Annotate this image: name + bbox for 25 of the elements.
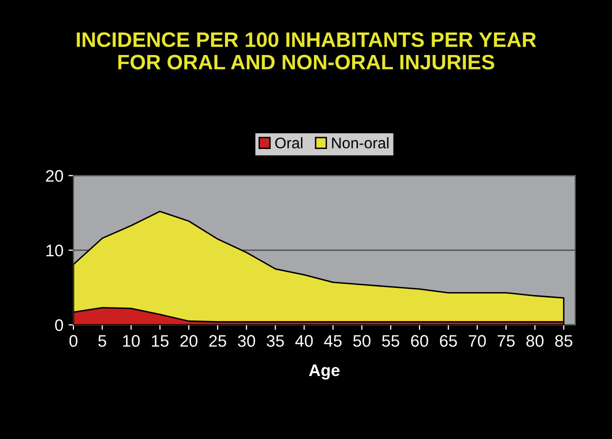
x-tick-label: 60 [411,335,428,347]
x-tick-label: 10 [123,335,140,347]
x-tick-label: 40 [295,335,313,347]
y-tick-label: 10 [46,244,64,256]
x-tick-label: 75 [498,335,515,347]
x-tick-label: 45 [324,335,342,347]
x-tick-label: 50 [353,335,370,347]
x-tick-label: 0 [69,335,78,347]
x-axis-title: Age [309,364,340,380]
x-tick-label: 70 [468,335,486,347]
legend-label: Oral [275,137,302,148]
x-tick-label: 80 [526,335,544,347]
y-tick-label: 0 [55,319,64,332]
x-tick-label: 65 [440,335,457,347]
x-tick-label: 30 [238,335,256,347]
x-tick-label: 35 [266,335,284,347]
x-tick-label: 55 [382,335,400,347]
x-tick-label: 20 [180,335,198,347]
x-tick-label: 25 [209,335,226,347]
x-tick-label: 15 [152,335,169,347]
legend-label: Non-oral [332,137,388,148]
chart-title: INCIDENCE PER 100 INHABITANTS PER YEAR FOR ORAL AND NON-ORAL INJURIES [76,32,536,70]
x-tick-label: 85 [555,335,572,347]
x-tick-label: 5 [98,335,106,347]
y-tick-label: 20 [46,170,64,182]
